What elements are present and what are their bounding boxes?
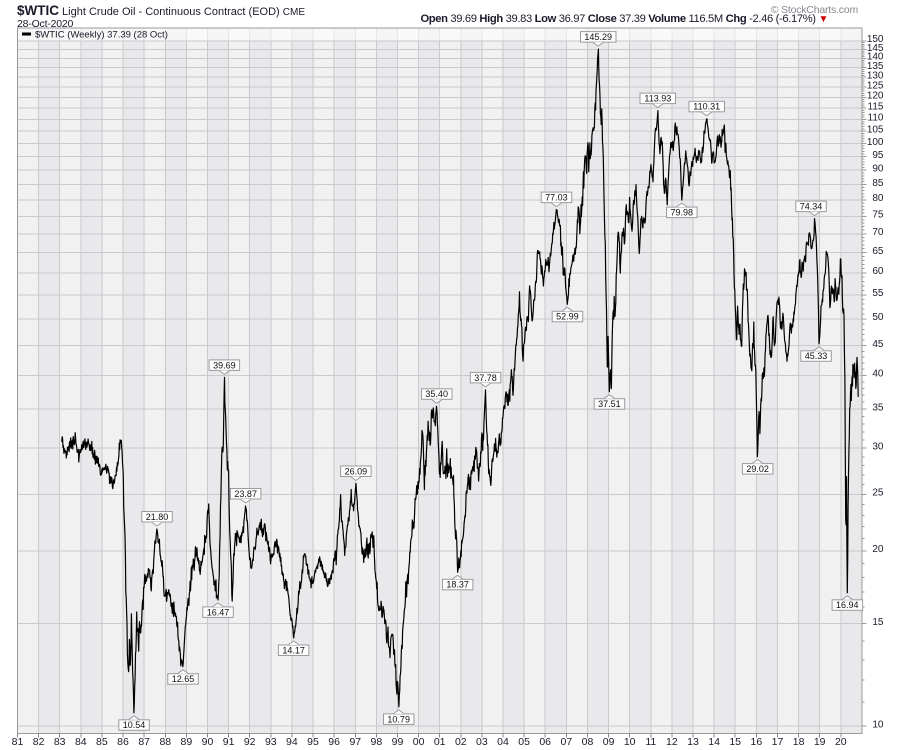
svg-text:18.37: 18.37 bbox=[446, 580, 469, 590]
svg-text:90: 90 bbox=[202, 736, 214, 748]
svg-text:03: 03 bbox=[476, 736, 488, 748]
svg-text:55: 55 bbox=[872, 288, 884, 299]
svg-text:02: 02 bbox=[455, 736, 467, 748]
svg-text:81: 81 bbox=[12, 736, 24, 748]
svg-text:14.17: 14.17 bbox=[282, 645, 305, 655]
svg-text:$WTIC (Weekly) 37.39 (28 Oct): $WTIC (Weekly) 37.39 (28 Oct) bbox=[35, 30, 168, 41]
svg-text:92: 92 bbox=[244, 736, 256, 748]
svg-text:07: 07 bbox=[561, 736, 573, 748]
svg-text:145: 145 bbox=[867, 43, 884, 54]
svg-text:75: 75 bbox=[872, 210, 884, 221]
svg-text:85: 85 bbox=[872, 178, 884, 189]
svg-text:83: 83 bbox=[54, 736, 66, 748]
svg-text:77.03: 77.03 bbox=[545, 193, 568, 203]
svg-text:89: 89 bbox=[181, 736, 193, 748]
svg-text:20: 20 bbox=[835, 736, 847, 748]
svg-text:74.34: 74.34 bbox=[800, 202, 823, 212]
svg-text:95: 95 bbox=[872, 150, 884, 161]
svg-text:99: 99 bbox=[392, 736, 404, 748]
svg-text:84: 84 bbox=[75, 736, 87, 748]
svg-text:105: 105 bbox=[867, 124, 884, 135]
svg-text:15: 15 bbox=[729, 736, 741, 748]
svg-text:70: 70 bbox=[872, 227, 884, 238]
svg-text:98: 98 bbox=[371, 736, 383, 748]
svg-text:130: 130 bbox=[867, 70, 884, 81]
svg-text:93: 93 bbox=[265, 736, 277, 748]
svg-text:04: 04 bbox=[497, 736, 509, 748]
svg-text:37.51: 37.51 bbox=[598, 399, 621, 409]
svg-text:88: 88 bbox=[159, 736, 171, 748]
svg-text:12.65: 12.65 bbox=[172, 674, 195, 684]
svg-text:60: 60 bbox=[872, 266, 884, 277]
svg-text:110: 110 bbox=[868, 113, 884, 124]
svg-text:16.94: 16.94 bbox=[836, 600, 859, 610]
svg-text:12: 12 bbox=[666, 736, 678, 748]
svg-text:52.99: 52.99 bbox=[556, 312, 579, 322]
svg-text:16: 16 bbox=[751, 736, 763, 748]
svg-text:20: 20 bbox=[872, 544, 884, 555]
svg-text:145.29: 145.29 bbox=[584, 32, 612, 42]
svg-text:25: 25 bbox=[872, 488, 884, 499]
svg-text:86: 86 bbox=[117, 736, 129, 748]
svg-text:97: 97 bbox=[349, 736, 361, 748]
svg-text:37.78: 37.78 bbox=[474, 373, 497, 383]
svg-text:150: 150 bbox=[867, 34, 884, 45]
svg-text:90: 90 bbox=[872, 163, 884, 174]
svg-text:80: 80 bbox=[872, 193, 884, 204]
svg-text:113.93: 113.93 bbox=[644, 94, 671, 104]
svg-text:14: 14 bbox=[708, 736, 720, 748]
svg-text:01: 01 bbox=[434, 736, 446, 748]
svg-text:10: 10 bbox=[624, 736, 636, 748]
svg-text:79.98: 79.98 bbox=[671, 208, 694, 218]
svg-text:45.33: 45.33 bbox=[805, 351, 828, 361]
svg-text:29.02: 29.02 bbox=[746, 464, 769, 474]
svg-text:23.87: 23.87 bbox=[234, 489, 257, 499]
svg-text:39.69: 39.69 bbox=[213, 360, 236, 370]
svg-text:96: 96 bbox=[328, 736, 340, 748]
svg-text:16.47: 16.47 bbox=[207, 607, 230, 617]
svg-text:09: 09 bbox=[603, 736, 615, 748]
svg-text:05: 05 bbox=[518, 736, 530, 748]
svg-text:45: 45 bbox=[872, 339, 884, 350]
svg-text:120: 120 bbox=[867, 91, 884, 102]
svg-text:100: 100 bbox=[867, 137, 884, 148]
svg-text:18: 18 bbox=[793, 736, 805, 748]
svg-text:10.54: 10.54 bbox=[123, 720, 146, 730]
svg-text:15: 15 bbox=[872, 617, 884, 628]
svg-text:19: 19 bbox=[814, 736, 826, 748]
svg-text:10: 10 bbox=[872, 719, 884, 730]
svg-text:110.31: 110.31 bbox=[693, 102, 720, 112]
svg-text:06: 06 bbox=[539, 736, 551, 748]
svg-text:08: 08 bbox=[582, 736, 594, 748]
svg-text:91: 91 bbox=[223, 736, 235, 748]
svg-text:135: 135 bbox=[867, 61, 884, 72]
svg-text:65: 65 bbox=[872, 246, 884, 257]
svg-text:30: 30 bbox=[872, 441, 884, 452]
svg-text:87: 87 bbox=[138, 736, 150, 748]
svg-text:11: 11 bbox=[645, 736, 656, 748]
svg-text:140: 140 bbox=[867, 52, 884, 63]
svg-text:35: 35 bbox=[872, 402, 884, 413]
svg-text:40: 40 bbox=[872, 369, 884, 380]
svg-text:85: 85 bbox=[96, 736, 108, 748]
svg-text:17: 17 bbox=[772, 736, 784, 748]
svg-text:50: 50 bbox=[872, 312, 884, 323]
svg-text:125: 125 bbox=[867, 80, 884, 91]
svg-text:00: 00 bbox=[413, 736, 425, 748]
svg-text:82: 82 bbox=[33, 736, 45, 748]
svg-text:115: 115 bbox=[868, 101, 884, 112]
svg-text:94: 94 bbox=[286, 736, 298, 748]
svg-text:35.40: 35.40 bbox=[425, 389, 448, 399]
svg-text:26.09: 26.09 bbox=[345, 466, 368, 476]
svg-text:10.79: 10.79 bbox=[387, 714, 410, 724]
svg-text:95: 95 bbox=[307, 736, 319, 748]
svg-text:13: 13 bbox=[687, 736, 699, 748]
svg-text:21.80: 21.80 bbox=[146, 512, 169, 522]
